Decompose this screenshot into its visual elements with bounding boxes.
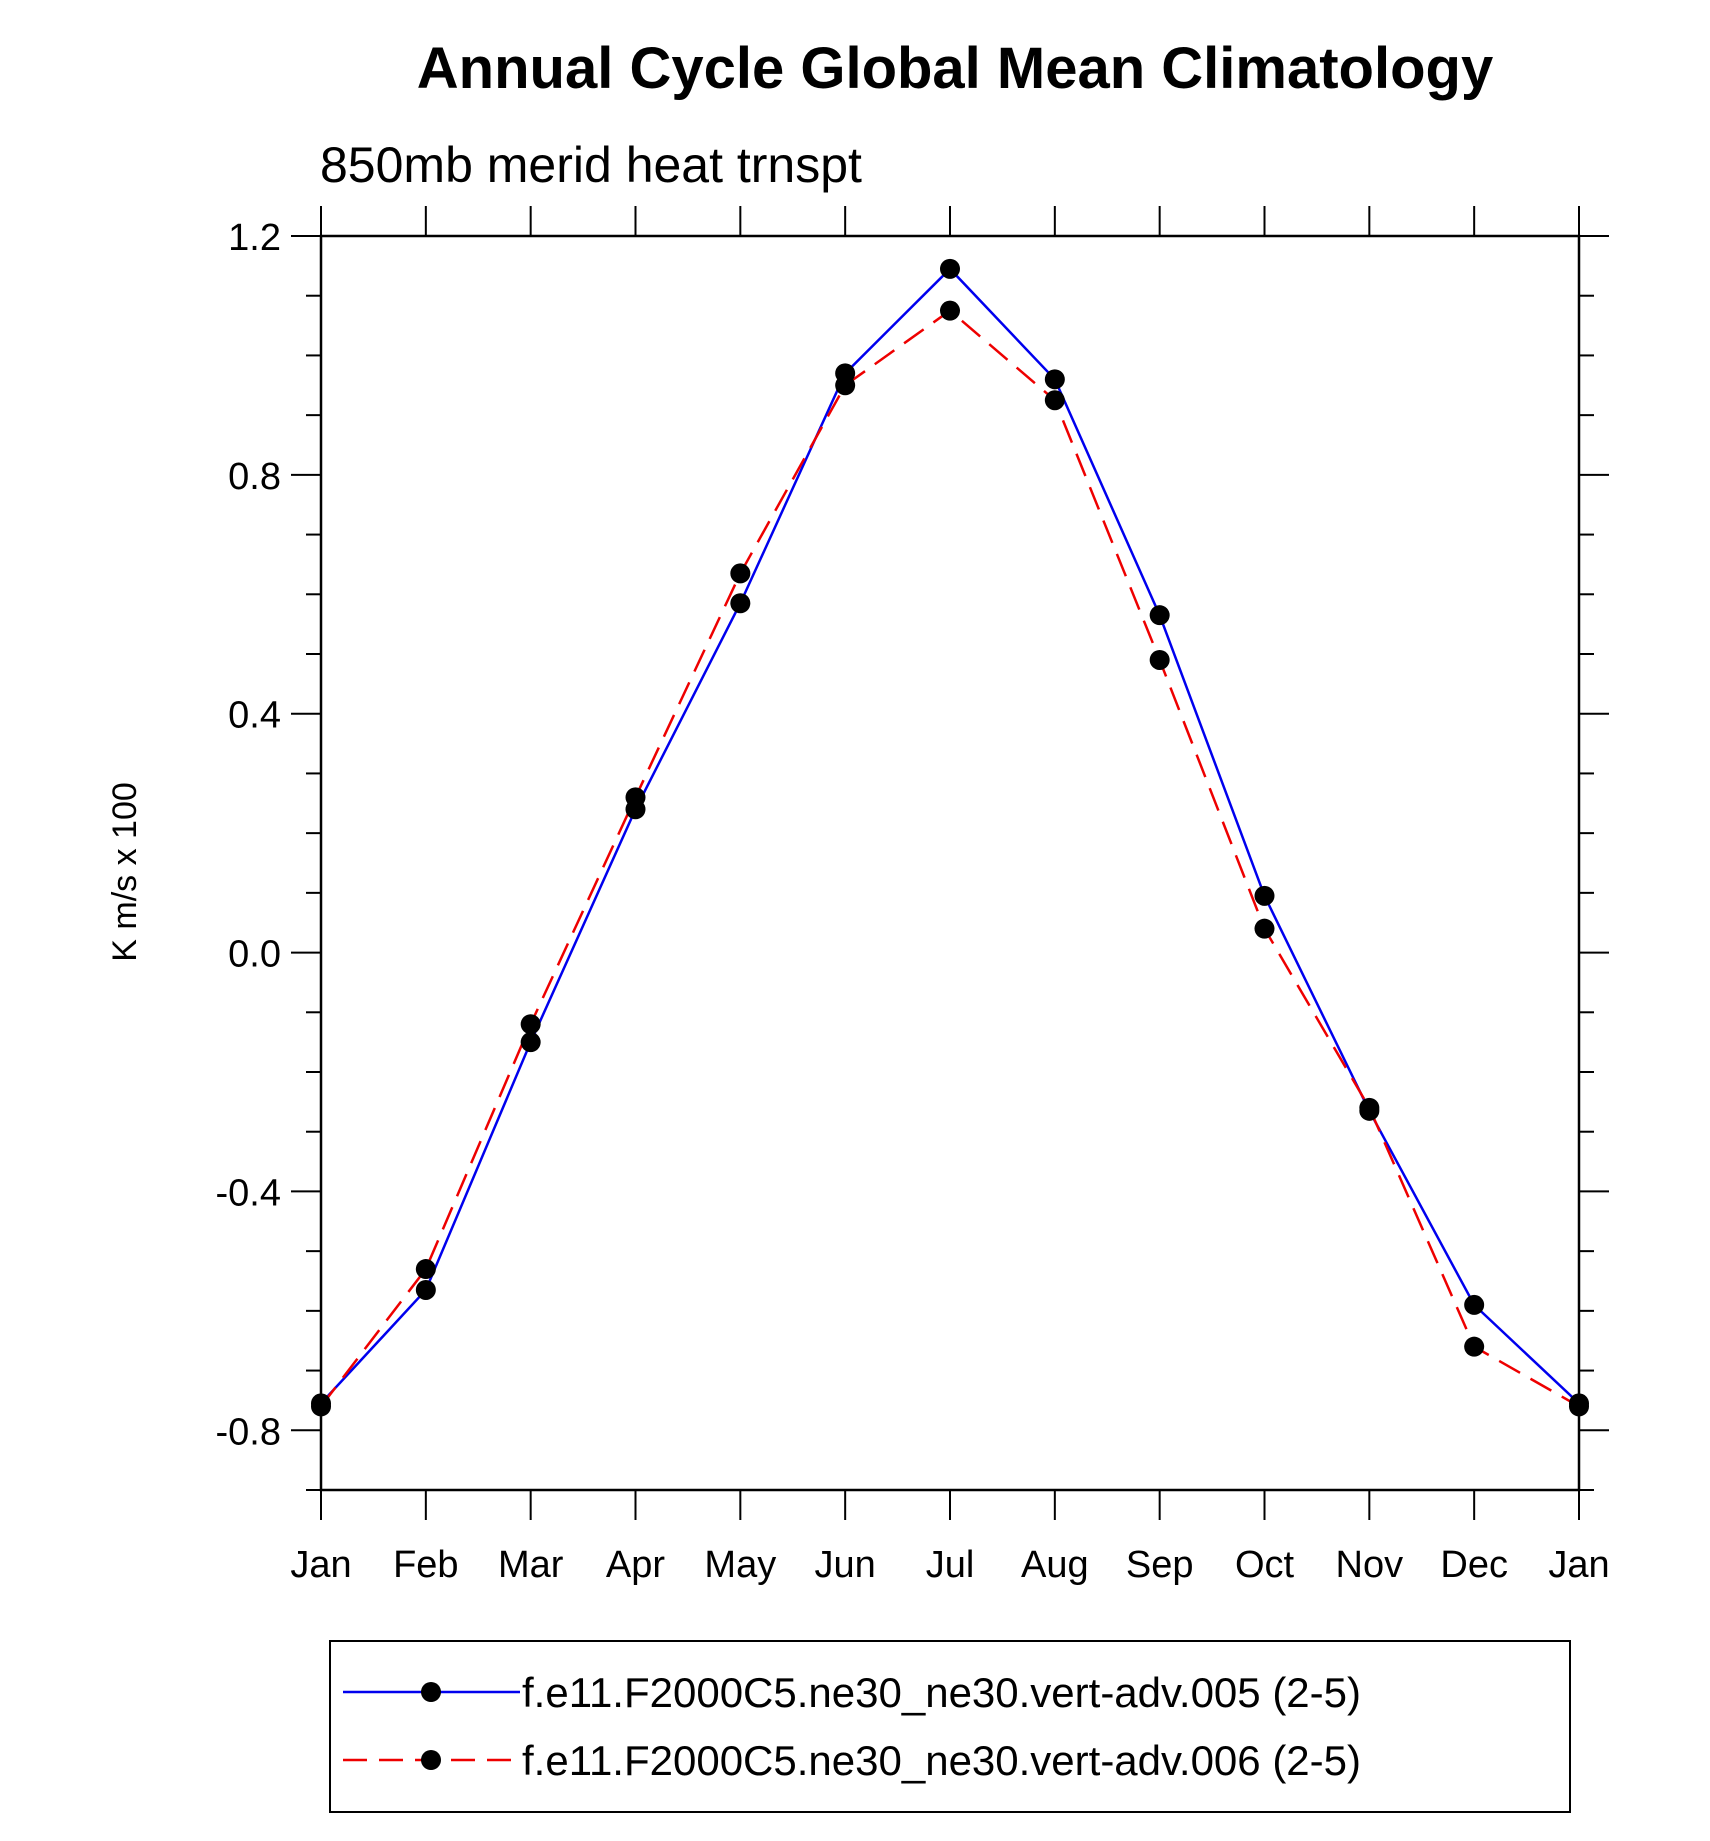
legend-label-1: f.e11.F2000C5.ne30_ne30.vert-adv.005 (2-…	[522, 1669, 1361, 1716]
data-point-series-2	[1149, 649, 1170, 670]
data-point-series-2	[625, 787, 646, 808]
x-tick-label: Jul	[926, 1544, 975, 1586]
chart-subtitle: 850mb merid heat trnspt	[320, 137, 862, 193]
data-point-series-1	[520, 1032, 541, 1053]
x-tick-label: Mar	[498, 1544, 564, 1586]
x-tick-label: Apr	[606, 1544, 665, 1586]
legend-box	[329, 1640, 1571, 1813]
x-tick-label: Feb	[393, 1544, 458, 1586]
data-point-series-1	[1149, 605, 1170, 626]
x-tick-label: Dec	[1440, 1544, 1508, 1586]
series-line-2	[320, 309, 1580, 1408]
x-tick-label: Jan	[1548, 1544, 1609, 1586]
x-tick-label: Nov	[1336, 1544, 1404, 1586]
data-point-series-2	[1464, 1336, 1485, 1357]
data-point-series-2	[520, 1014, 541, 1035]
x-tick-labels: Jan Feb Mar Apr May Jun Jul Aug Sep Oct Nov Dec Jan	[290, 1544, 1609, 1586]
y-tick-label: 0.8	[228, 456, 281, 498]
data-point-series-2	[1254, 918, 1275, 939]
legend-label-2: f.e11.F2000C5.ne30_ne30.vert-adv.006 (2-…	[522, 1737, 1361, 1784]
data-point-series-2	[730, 563, 751, 584]
x-tick-label: Aug	[1021, 1544, 1089, 1586]
y-tick-label: 1.2	[228, 217, 281, 259]
legend-marker-2	[421, 1750, 441, 1770]
x-tick-label: Jan	[290, 1544, 351, 1586]
y-tick-label: -0.4	[216, 1172, 281, 1214]
axis-ticks	[291, 206, 1609, 1520]
y-tick-label: 0.4	[228, 695, 281, 737]
data-point-series-2	[415, 1259, 436, 1280]
data-point-series-1	[1464, 1294, 1485, 1315]
legend-marker-1	[421, 1682, 441, 1702]
y-axis-label: K m/s x 100	[106, 782, 144, 962]
x-tick-label: Jun	[815, 1544, 876, 1586]
data-point-series-2	[1359, 1097, 1380, 1118]
legend: f.e11.F2000C5.ne30_ne30.vert-adv.005 (2-…	[329, 1640, 1571, 1813]
data-point-series-2	[1044, 390, 1065, 411]
data-point-series-1	[730, 593, 751, 614]
data-point-series-1	[1254, 885, 1275, 906]
chart-title: Annual Cycle Global Mean Climatology	[417, 36, 1493, 101]
y-tick-label: -0.8	[216, 1411, 281, 1453]
series-line-1	[320, 267, 1580, 1405]
data-point-series-1	[940, 258, 960, 279]
x-tick-label: Oct	[1235, 1544, 1295, 1586]
x-tick-label: May	[704, 1544, 776, 1586]
plot-frame	[319, 234, 1581, 1492]
data-point-series-2	[835, 375, 856, 396]
y-tick-label: 0.0	[228, 934, 281, 976]
data-point-series-1	[415, 1279, 436, 1300]
data-point-series-1	[1044, 369, 1065, 390]
series-layer	[311, 258, 1589, 1417]
y-tick-labels: -0.8 -0.4 0.0 0.4 0.8 1.2	[216, 217, 281, 1453]
x-tick-label: Sep	[1126, 1544, 1194, 1586]
data-point-series-2	[940, 300, 960, 321]
